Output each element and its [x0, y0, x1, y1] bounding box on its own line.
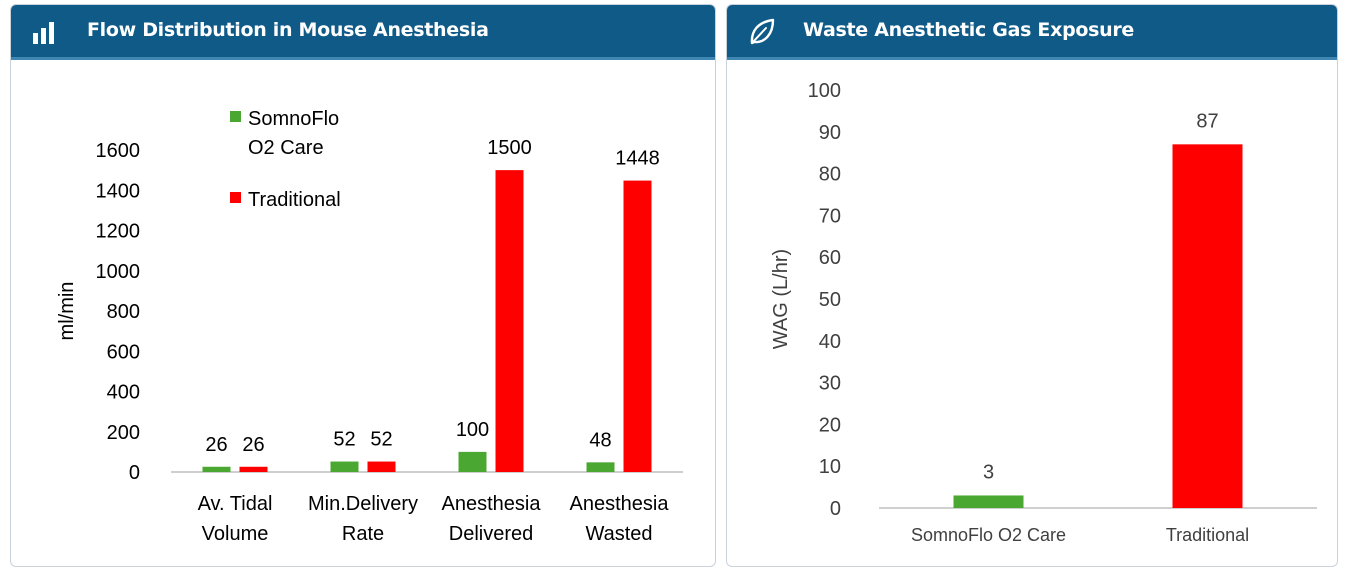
- legend-label: SomnoFlo O2 Care: [248, 108, 339, 159]
- y-tick-label: 10: [819, 456, 841, 478]
- y-tick-label: 1600: [96, 140, 141, 162]
- x-tick-label: Av. Tidal Volume: [198, 493, 273, 545]
- bar-chart-icon: [33, 22, 54, 44]
- x-tick-label: Traditional: [1166, 525, 1249, 545]
- y-tick-label: 40: [819, 331, 841, 353]
- bar: [1172, 144, 1243, 508]
- panel-header: Waste Anesthetic Gas Exposure: [727, 5, 1337, 60]
- y-tick-label: 50: [819, 289, 841, 311]
- flow-distribution-panel: Flow Distribution in Mouse Anesthesia 0 2…: [10, 4, 716, 567]
- legend-swatch: [230, 192, 241, 203]
- data-label: 3: [983, 461, 994, 483]
- flow-distribution-chart: 0 200 400 600 800 1000 1200 1400 1600 ml/min Av. T…: [56, 108, 683, 545]
- bar: [330, 461, 359, 472]
- waste-gas-panel: Waste Anesthetic Gas Exposure 0 10 20 30 40 5…: [726, 4, 1338, 567]
- data-label: 1448: [615, 148, 660, 170]
- leaf-icon: [750, 18, 775, 45]
- data-label: 52: [333, 429, 355, 451]
- panel-header: Flow Distribution in Mouse Anesthesia: [11, 5, 715, 60]
- y-tick-label: 80: [819, 164, 841, 186]
- y-tick-label: 1200: [96, 221, 141, 243]
- y-axis-label: WAG (L/hr): [770, 249, 792, 349]
- y-tick-label: 90: [819, 122, 841, 144]
- y-tick-label: 0: [830, 498, 841, 520]
- bar: [953, 495, 1024, 508]
- y-tick-label: 0: [129, 462, 140, 484]
- y-tick-label: 800: [107, 301, 140, 323]
- chart-title: Waste Anesthetic Gas Exposure: [803, 19, 1135, 41]
- y-tick-label: 1400: [96, 180, 141, 202]
- x-tick-label: Anesthesia Wasted: [570, 493, 670, 545]
- y-tick-label: 200: [107, 422, 140, 444]
- bar: [623, 180, 652, 472]
- data-label: 52: [370, 429, 392, 451]
- bar: [239, 466, 268, 472]
- chart-title: Flow Distribution in Mouse Anesthesia: [87, 19, 489, 41]
- y-tick-label: 70: [819, 205, 841, 227]
- y-tick-label: 60: [819, 247, 841, 269]
- data-label: 26: [205, 434, 227, 456]
- legend-label: Traditional: [248, 189, 341, 211]
- data-label: 26: [242, 434, 264, 456]
- y-tick-label: 400: [107, 382, 140, 404]
- bar: [202, 466, 231, 472]
- bar: [495, 170, 524, 472]
- y-tick-label: 600: [107, 341, 140, 363]
- data-label: 100: [456, 419, 489, 441]
- x-tick-label: SomnoFlo O2 Care: [911, 525, 1066, 545]
- waste-gas-chart: 0 10 20 30 40 50 60 70 80 90 100 WAG (L/hr) 3 SomnoFl…: [770, 80, 1317, 545]
- x-tick-label: Min.Delivery Rate: [308, 493, 418, 545]
- legend-swatch: [230, 111, 241, 122]
- y-tick-label: 100: [808, 80, 841, 102]
- data-label: 48: [589, 429, 611, 451]
- y-tick-label: 30: [819, 373, 841, 395]
- bar: [367, 461, 396, 472]
- bar: [586, 462, 615, 472]
- bar: [458, 451, 487, 472]
- x-tick-label: Anesthesia Delivered: [442, 493, 542, 545]
- y-tick-label: 20: [819, 414, 841, 436]
- data-label: 87: [1196, 110, 1218, 132]
- data-label: 1500: [487, 137, 532, 159]
- y-tick-label: 1000: [96, 261, 141, 283]
- y-axis-label: ml/min: [56, 282, 78, 341]
